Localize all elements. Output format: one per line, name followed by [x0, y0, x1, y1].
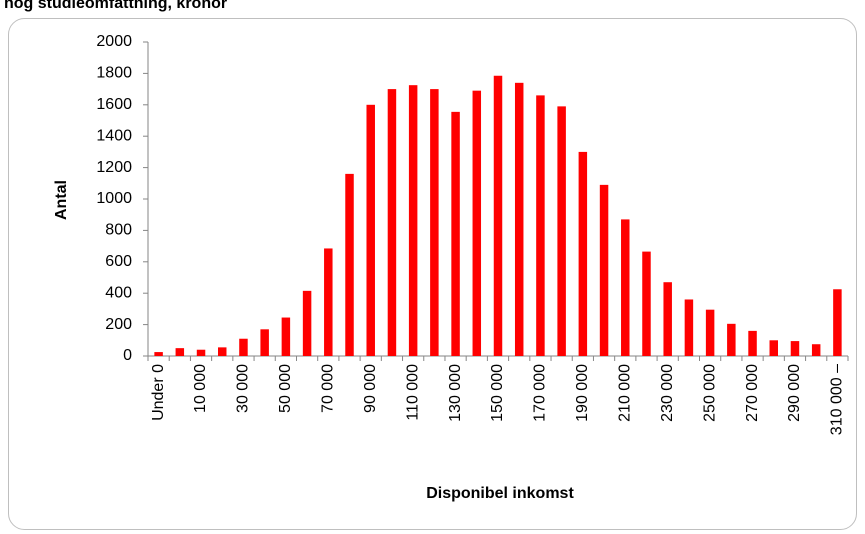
x-tick-label: 310 000 – [829, 364, 846, 435]
bar [175, 348, 185, 356]
x-tick-label: 230 000 [659, 364, 676, 422]
y-tick-label: 800 [105, 222, 132, 239]
bar [302, 290, 312, 356]
x-axis-title: Disponibel inkomst [426, 485, 574, 502]
x-tick-label: 110 000 [404, 364, 421, 421]
y-tick-label: 1600 [96, 96, 132, 113]
x-tick-label: 50 000 [277, 364, 294, 413]
bar [514, 82, 524, 356]
bar [811, 344, 821, 356]
bar [345, 173, 354, 356]
y-tick-label: 200 [105, 316, 132, 333]
bar [790, 341, 800, 356]
x-tick-label: 290 000 [786, 364, 803, 422]
x-tick-label: 30 000 [235, 364, 252, 413]
bar [154, 352, 163, 356]
x-tick-label: 70 000 [320, 364, 337, 413]
y-tick-label: 1400 [96, 127, 132, 144]
bar [366, 104, 375, 356]
bar [218, 347, 227, 356]
bar [663, 282, 672, 356]
x-tick-label: 250 000 [701, 364, 718, 422]
bar [493, 75, 503, 356]
y-tick-label: 1800 [96, 65, 132, 82]
bar [387, 89, 397, 356]
bar [196, 349, 206, 356]
x-tick-label: 90 000 [362, 364, 379, 413]
bar [578, 151, 588, 356]
y-tick-label: 600 [105, 253, 132, 270]
bar [705, 309, 715, 356]
x-tick-label: 190 000 [574, 364, 591, 422]
bar [260, 329, 269, 356]
x-tick-label: Under 0 [150, 364, 167, 421]
bar [833, 289, 842, 356]
bar [727, 323, 736, 356]
bar [408, 85, 418, 357]
bar [451, 111, 460, 357]
bar [430, 89, 439, 356]
bar [324, 248, 333, 356]
x-tick-label: 270 000 [744, 364, 761, 422]
bar [642, 251, 651, 356]
x-tick-label: 130 000 [447, 364, 464, 422]
x-tick-label: 10 000 [192, 364, 209, 413]
y-tick-label: 400 [105, 284, 132, 301]
bar [239, 338, 248, 356]
y-tick-label: 0 [123, 347, 132, 364]
bar [557, 106, 566, 357]
bar [599, 184, 609, 356]
bar [684, 299, 694, 356]
bar [621, 219, 630, 356]
y-axis-title: Antal [53, 180, 70, 220]
y-tick-label: 1000 [96, 190, 132, 207]
x-tick-label: 210 000 [616, 364, 633, 422]
x-tick-label: 170 000 [532, 364, 549, 422]
bar [472, 90, 482, 357]
y-tick-label: 2000 [96, 33, 132, 50]
y-tick-label: 1200 [96, 159, 132, 176]
chart-title: hög studieomfattning, kronor [4, 0, 227, 12]
bar [769, 340, 778, 356]
bar [536, 95, 545, 356]
bar [748, 330, 757, 356]
bar [281, 317, 291, 356]
x-tick-label: 150 000 [489, 364, 506, 422]
